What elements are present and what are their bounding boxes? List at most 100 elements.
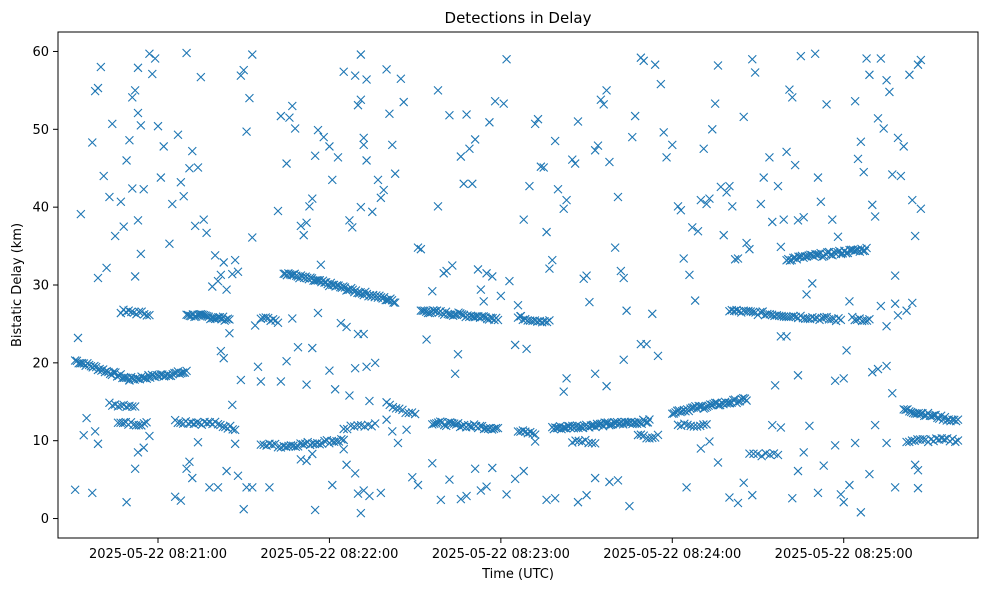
data-point — [230, 425, 240, 435]
data-point — [479, 312, 489, 321]
data-point — [175, 369, 185, 379]
data-point — [553, 184, 563, 194]
data-point — [247, 50, 257, 59]
data-point — [267, 440, 277, 450]
data-point — [82, 413, 91, 423]
data-point — [656, 79, 666, 89]
data-point — [519, 466, 529, 476]
data-point — [385, 109, 394, 119]
data-point — [87, 138, 97, 147]
data-point — [907, 436, 917, 445]
data-point — [827, 215, 837, 224]
data-point — [833, 232, 843, 242]
data-point — [782, 331, 791, 341]
data-point — [582, 271, 591, 281]
data-point — [950, 437, 960, 447]
data-point — [572, 421, 582, 430]
data-point — [899, 404, 909, 414]
data-point — [876, 301, 886, 311]
data-point — [604, 420, 614, 430]
data-point — [253, 362, 263, 372]
data-point — [176, 418, 185, 428]
data-point — [307, 449, 317, 459]
data-point — [873, 364, 883, 374]
data-point — [201, 311, 211, 321]
data-point — [525, 181, 534, 191]
data-point — [367, 421, 377, 431]
data-point — [530, 437, 540, 446]
data-point — [339, 435, 349, 445]
data-point — [113, 401, 123, 411]
data-point — [562, 195, 571, 205]
data-point — [836, 490, 846, 499]
data-point — [485, 117, 494, 127]
data-point — [282, 356, 291, 366]
data-point — [356, 95, 366, 105]
data-point — [227, 400, 237, 410]
data-point — [199, 310, 209, 320]
data-point — [699, 420, 708, 429]
data-point — [173, 130, 183, 140]
data-point — [570, 159, 580, 168]
data-point — [134, 307, 144, 317]
data-point — [396, 74, 406, 84]
data-point — [913, 483, 923, 493]
data-point — [605, 477, 614, 487]
data-point — [842, 346, 851, 355]
data-point — [225, 328, 234, 338]
data-point — [285, 113, 294, 123]
data-point — [222, 285, 231, 295]
x-tick-label: 2025-05-22 08:24:00 — [603, 547, 741, 562]
y-tick-label: 10 — [32, 434, 49, 449]
data-point — [102, 263, 111, 273]
data-point — [710, 99, 720, 109]
data-point — [445, 475, 454, 485]
data-point — [725, 181, 734, 191]
data-point — [862, 243, 871, 253]
data-point — [699, 144, 709, 154]
data-point — [223, 314, 233, 324]
data-point — [742, 238, 751, 248]
data-point — [327, 480, 337, 490]
data-point — [320, 436, 329, 446]
data-point — [745, 449, 754, 459]
data-point — [748, 307, 758, 317]
data-point — [127, 93, 137, 102]
data-point — [477, 312, 487, 321]
data-point — [393, 438, 403, 448]
data-point — [336, 318, 346, 328]
data-point — [653, 351, 663, 361]
data-point — [627, 132, 637, 142]
data-point — [225, 315, 234, 324]
data-point — [493, 423, 503, 433]
data-point — [482, 482, 491, 492]
data-point — [348, 285, 358, 295]
data-point — [759, 173, 769, 182]
data-point — [362, 156, 371, 165]
data-point — [893, 310, 903, 320]
data-point — [370, 419, 380, 428]
data-point — [882, 361, 891, 371]
data-point — [830, 440, 840, 450]
data-point — [330, 384, 340, 394]
data-point — [142, 417, 151, 427]
data-point — [639, 56, 649, 66]
data-point — [219, 258, 229, 267]
data-point — [142, 311, 152, 320]
data-point — [457, 310, 467, 319]
data-point — [382, 415, 391, 425]
data-point — [876, 54, 886, 63]
data-point — [313, 308, 323, 318]
data-point — [765, 152, 774, 162]
data-point — [813, 173, 823, 182]
data-point — [359, 133, 369, 143]
data-point — [453, 349, 463, 359]
data-point — [850, 96, 860, 106]
y-tick-label: 0 — [41, 512, 49, 527]
data-point — [613, 192, 623, 202]
x-tick-label: 2025-05-22 08:21:00 — [89, 547, 227, 562]
data-point — [810, 49, 820, 59]
data-point — [705, 437, 714, 446]
x-tick-label: 2025-05-22 08:25:00 — [775, 547, 913, 562]
data-point — [785, 85, 794, 94]
